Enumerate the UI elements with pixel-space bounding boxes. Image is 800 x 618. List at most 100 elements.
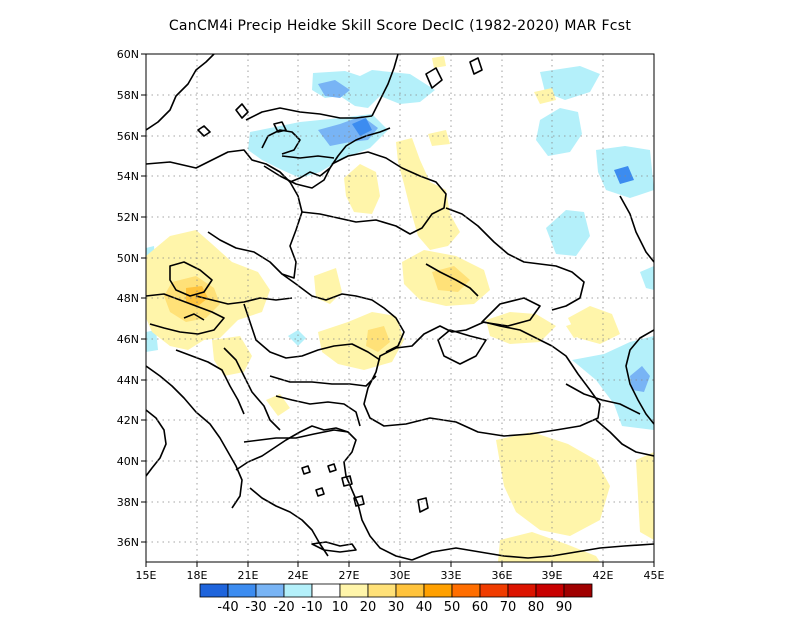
shade-crimea-east [486,312,556,344]
shade-greece-n [266,394,290,416]
coastline-finland [245,107,373,121]
lat-label: 52N [117,211,139,224]
coastline-caspian [625,329,654,425]
lake-ladoga [425,67,443,89]
lat-label: 44N [117,374,139,387]
shade-russia-51-39 [546,210,590,256]
border-finland-russia [371,54,399,117]
lat-label: 60N [117,48,139,61]
colorbar-label: 80 [528,600,545,615]
lon-label: 21E [238,569,259,582]
shade-east-edge [636,452,654,540]
coastline-azov [481,297,541,327]
shade-finland-sw [428,130,450,146]
colorbar-swatch [395,583,425,598]
shade-46n-33e [566,320,590,338]
border-ukraine-russia [445,207,585,311]
lat-label: 36N [117,536,139,549]
colorbar-swatch [451,583,481,598]
lon-label: 30E [390,569,411,582]
colorbar-swatch [311,583,341,598]
saaremaa [273,121,287,133]
coastline-adriatic [146,365,243,509]
border-croatia-bosnia [175,349,245,415]
border-ukraine-west [281,273,405,353]
colorbar-label: 10 [332,600,349,615]
border-russia-kazakh [619,195,654,263]
border-russia-georgia [565,383,641,415]
coastline-turkey-south [411,543,654,561]
aegean-island-3 [315,487,325,497]
colorbar-swatch [423,583,453,598]
shade-24e-46n [288,330,306,346]
lon-label: 39E [542,569,563,582]
lon-label: 36E [492,569,513,582]
aegean-island-5 [301,465,311,475]
colorbar-label: 60 [472,600,489,615]
shade-turkey-south [498,532,600,562]
crete [311,541,357,553]
aegean-island-1 [327,463,337,473]
coastline-sweden [146,54,215,131]
colorbar: -40 -30 -20 -10 10 20 30 40 50 60 70 80 … [199,583,593,615]
shade-russia-north [540,66,600,100]
lake-onega [469,57,483,75]
colorbar-label: 30 [388,600,405,615]
colorbar-label: 50 [444,600,461,615]
rhodes [417,497,429,513]
lat-label: 48N [117,292,139,305]
shade-41e-49n [640,266,654,290]
border-estonia-latvia [281,155,335,159]
shade-russia-54-44-core [614,166,634,184]
map-title: CanCM4i Precip Heidke Skill Score DecIC … [168,18,632,34]
gridlines [146,54,654,562]
border-serbia [223,347,281,431]
colorbar-label: -10 [301,600,322,615]
colorbar-swatch [563,583,593,598]
colorbar-swatch [227,583,257,598]
lon-label: 42E [593,569,614,582]
border-bulgaria [275,395,361,427]
colorbar-swatches [199,583,593,598]
colorbar-swatch [283,583,313,598]
colorbar-label: 70 [500,600,517,615]
border-belarus [301,151,447,235]
tick-marks [141,53,655,567]
shade-finland [312,70,435,108]
shade-north-russia-2 [432,56,446,68]
shade-ukraine-corridor [396,138,460,250]
colorbar-label: -40 [217,600,238,615]
lat-label: 40N [117,455,139,468]
shade-sw-edge [146,330,158,352]
colorbar-swatch [479,583,509,598]
colorbar-label: 40 [416,600,433,615]
shade-caucasus [572,336,654,430]
border-hungary-romania [243,303,381,361]
colorbar-label: -30 [245,600,266,615]
shade-baltic-deep [352,118,372,136]
colorbar-swatch [507,583,537,598]
lon-labels: 15E 18E 21E 24E 27E 30E 33E 36E 39E 42E … [136,569,665,582]
skill-shading [146,56,654,562]
lon-label: 27E [339,569,360,582]
border-slovakia-hungary [195,295,293,305]
border-romania-south [269,375,377,387]
bornholm [197,125,211,137]
lat-label: 42N [117,414,139,427]
lat-label: 46N [117,333,139,346]
colorbar-label: 90 [556,600,573,615]
lon-label: 24E [288,569,309,582]
colorbar-label: 20 [360,600,377,615]
border-turkey-east [595,419,654,457]
lat-label: 54N [117,170,139,183]
colorbar-swatch [339,583,369,598]
border-baltic-states [263,165,331,189]
shade-russia-56-40 [536,108,582,156]
shade-turkey [496,432,610,536]
colorbar-label: -20 [273,600,294,615]
aegean-island-2 [341,475,353,487]
shade-west-ukraine [314,268,342,304]
lat-label: 56N [117,130,139,143]
border-czech [169,261,213,297]
